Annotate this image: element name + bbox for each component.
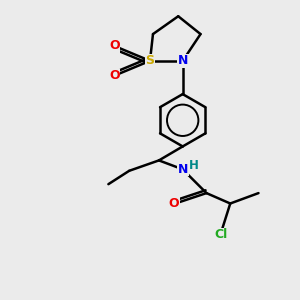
Text: Cl: Cl (215, 228, 228, 241)
Text: N: N (178, 54, 188, 67)
Text: O: O (109, 69, 120, 82)
Text: O: O (169, 197, 179, 210)
Text: N: N (178, 163, 188, 176)
Text: H: H (189, 159, 199, 172)
Text: S: S (146, 54, 154, 67)
Text: O: O (109, 40, 120, 52)
